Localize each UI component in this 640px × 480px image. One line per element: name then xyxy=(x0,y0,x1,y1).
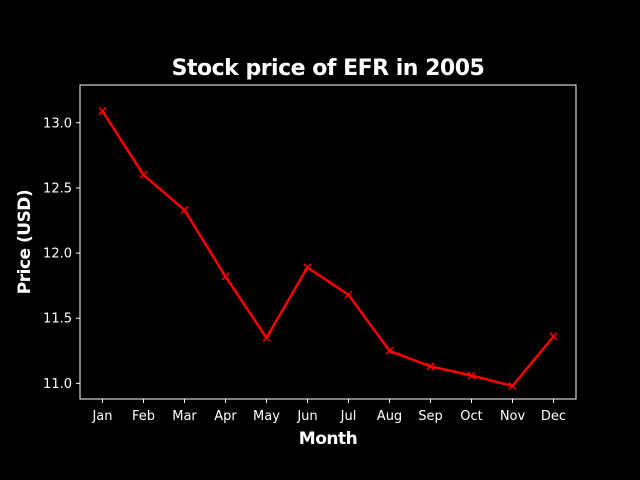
x-tick-label: Aug xyxy=(377,409,402,424)
plot-frame xyxy=(79,84,577,400)
x-tick-label: Sep xyxy=(418,409,443,424)
plot-area xyxy=(98,107,558,391)
data-point xyxy=(426,362,435,371)
data-point xyxy=(467,371,476,380)
data-point xyxy=(139,170,148,179)
y-tick-label: 12.0 xyxy=(43,247,72,262)
data-point xyxy=(385,346,394,355)
y-axis: 11.0 11.5 12.0 12.5 13.0 xyxy=(43,116,80,392)
data-point xyxy=(221,272,230,281)
x-tick-label: Oct xyxy=(460,409,482,424)
y-tick-label: 11.0 xyxy=(43,377,72,392)
data-point xyxy=(98,107,107,116)
x-tick-label: May xyxy=(253,409,280,424)
data-point xyxy=(262,333,271,342)
chart-title: Stock price of EFR in 2005 xyxy=(172,56,485,81)
x-axis: Jan Feb Mar Apr May Jun Jul Aug Sep Oct Nov Dec xyxy=(91,399,566,424)
data-point xyxy=(180,206,189,215)
x-tick-label: Feb xyxy=(132,409,155,424)
data-point xyxy=(344,290,353,299)
y-tick-label: 13.0 xyxy=(43,116,72,131)
x-tick-label: Jun xyxy=(296,409,317,424)
y-tick-label: 11.5 xyxy=(43,312,72,327)
y-tick-label: 12.5 xyxy=(43,181,72,196)
x-axis-label: Month xyxy=(299,429,357,449)
series-line xyxy=(101,110,555,388)
x-tick-label: Nov xyxy=(500,409,526,424)
data-point xyxy=(303,263,312,272)
data-point xyxy=(508,381,517,391)
y-axis-label: Price (USD) xyxy=(15,190,35,294)
x-tick-label: Jul xyxy=(340,409,357,424)
x-tick-label: Jan xyxy=(91,409,112,424)
x-tick-label: Mar xyxy=(172,409,197,424)
x-tick-label: Dec xyxy=(541,409,566,424)
data-point xyxy=(549,332,558,341)
x-tick-label: Apr xyxy=(214,409,237,424)
